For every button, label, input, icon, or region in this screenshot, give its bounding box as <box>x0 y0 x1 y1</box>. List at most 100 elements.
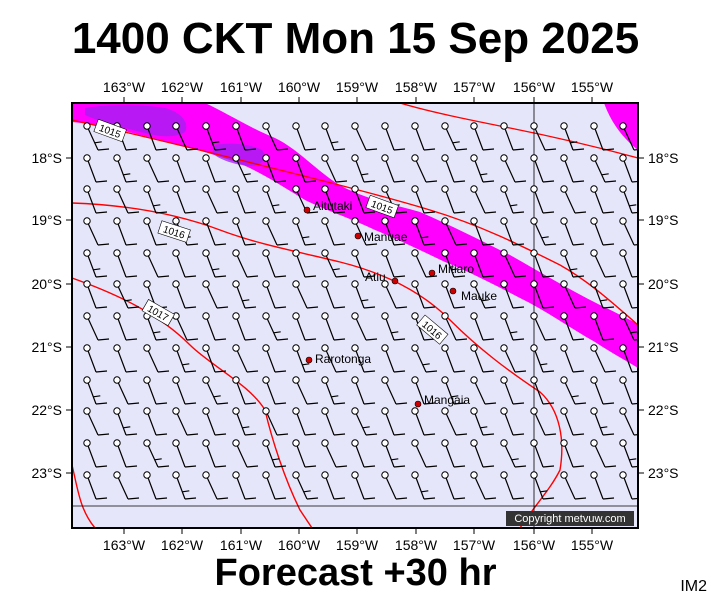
wind-barb <box>262 407 289 436</box>
wind-barb <box>143 471 168 500</box>
forecast-label: Forecast +30 hr <box>214 552 497 594</box>
wind-barb <box>202 122 227 151</box>
wind-barb <box>292 122 317 151</box>
lon-tick-label: 162°W <box>161 537 204 553</box>
wind-barb <box>441 407 468 436</box>
wind-barb <box>262 122 289 151</box>
wind-barb <box>172 439 197 468</box>
wind-barb <box>202 185 229 214</box>
wind-barb <box>321 122 346 151</box>
svg-text:Atiu: Atiu <box>365 270 386 284</box>
wind-barb <box>321 185 346 214</box>
wind-barb <box>83 471 108 500</box>
wind-barb <box>500 439 527 468</box>
wind-barb <box>321 280 346 309</box>
wind-barb <box>232 471 257 500</box>
wind-barb <box>351 185 376 214</box>
wind-barb <box>83 185 108 214</box>
wind-barb <box>381 439 406 468</box>
wind-barb <box>470 439 495 468</box>
wind-barb <box>470 122 495 151</box>
wind-barb <box>530 439 555 468</box>
wind-barb <box>590 439 617 468</box>
wind-barb <box>590 154 617 183</box>
wind-barb <box>113 312 138 341</box>
wind-barb <box>351 312 378 341</box>
wind-barb <box>411 471 436 500</box>
wind-barb <box>590 471 615 500</box>
wind-barb <box>351 376 376 405</box>
place-mangaia: Mangaia <box>414 393 470 408</box>
wind-barb <box>411 154 438 183</box>
wind-barb <box>441 376 466 405</box>
wind-barb <box>321 471 346 500</box>
wind-barb <box>202 312 227 341</box>
wind-barb <box>351 471 376 500</box>
wind-barb <box>83 154 108 183</box>
wind-barb <box>381 280 408 309</box>
wind-barb <box>470 249 495 278</box>
wind-barb <box>143 312 168 341</box>
model-label: IM2 <box>680 578 707 595</box>
lon-tick-label: 158°W <box>395 537 438 553</box>
wind-barb <box>321 344 348 373</box>
wind-barb <box>441 439 466 468</box>
wind-barb <box>113 376 140 405</box>
wind-barb <box>590 280 615 309</box>
wind-barb <box>83 280 108 309</box>
wind-barb <box>530 312 557 341</box>
lat-tick-label: 22°S <box>31 402 62 418</box>
axis-ticks: 163°W 163°W 162°W 162°W 161°W 161°W 160°W 160°W… <box>31 79 678 553</box>
lon-tick-label: 160°W <box>278 79 321 95</box>
wind-barb <box>411 407 436 436</box>
wind-barb <box>143 376 168 405</box>
wind-barb <box>202 249 227 278</box>
wind-barb <box>470 280 497 309</box>
wind-barb <box>83 249 108 278</box>
wind-barb <box>411 376 436 405</box>
lon-tick-label: 155°W <box>571 79 614 95</box>
wind-barb <box>143 185 168 214</box>
wind-barb <box>500 280 525 309</box>
wind-barb <box>530 217 557 246</box>
wind-barb <box>470 407 495 436</box>
wind-barb <box>202 376 229 405</box>
wind-barb <box>172 249 197 278</box>
wind-barb <box>321 217 346 246</box>
lon-tick-label: 157°W <box>453 79 496 95</box>
wind-barb <box>590 185 615 214</box>
lat-tick-label: 21°S <box>31 339 62 355</box>
wind-barb <box>321 249 348 278</box>
wind-barb <box>560 376 587 405</box>
lat-tick-label: 20°S <box>648 276 679 292</box>
wind-barb <box>232 154 259 183</box>
wind-barb <box>292 280 319 309</box>
wind-barb <box>113 154 138 183</box>
wind-barb <box>113 280 140 309</box>
wind-barb <box>262 376 287 405</box>
wind-barb <box>530 154 555 183</box>
wind-barb <box>381 249 406 278</box>
wind-barb <box>113 471 140 500</box>
wind-barb <box>441 471 466 500</box>
wind-barb <box>292 217 317 246</box>
wind-barb <box>470 217 495 246</box>
wind-barb <box>381 122 406 151</box>
place-manuae: Manuae <box>354 230 408 244</box>
place-atiu: Atiu <box>365 270 399 285</box>
wind-barb <box>530 344 555 373</box>
wind-barb <box>292 439 317 468</box>
wind-barb <box>590 122 615 151</box>
wind-barb <box>262 344 287 373</box>
wind-barb <box>351 407 378 436</box>
wind-barbs <box>83 122 638 500</box>
lon-tick-label: 155°W <box>571 537 614 553</box>
wind-barb <box>232 249 259 278</box>
wind-barb <box>262 280 287 309</box>
wind-barb <box>113 217 138 246</box>
wind-barb <box>172 185 197 214</box>
wind-barb <box>143 154 170 183</box>
wind-barb <box>232 439 259 468</box>
wind-barb <box>530 280 555 309</box>
wind-barb <box>381 312 406 341</box>
